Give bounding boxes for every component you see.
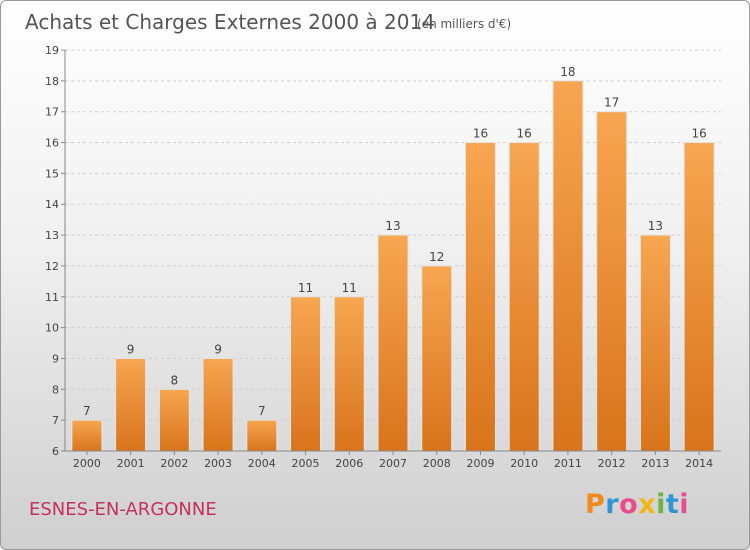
bar-2013	[639, 234, 671, 452]
value-label-2011: 18	[560, 65, 575, 79]
logo-letter: i	[679, 489, 690, 520]
logo-letter: i	[656, 489, 666, 520]
chart-subtitle: (en milliers d'€)	[417, 17, 511, 31]
y-tick-label: 18	[45, 75, 59, 88]
chart-title: Achats et Charges Externes 2000 à 2014	[25, 10, 435, 34]
x-tick-label-2011: 2011	[554, 457, 582, 470]
x-tick-label-2002: 2002	[160, 457, 188, 470]
x-tick-label-2001: 2001	[117, 457, 145, 470]
x-tick-label-2000: 2000	[73, 457, 101, 470]
value-label-2007: 13	[385, 219, 400, 233]
y-tick-label: 13	[45, 229, 59, 242]
bar-2000	[71, 419, 103, 452]
y-tick-label: 11	[45, 291, 59, 304]
x-tick-label-2008: 2008	[423, 457, 451, 470]
bar-2003	[202, 357, 234, 452]
y-tick-label: 9	[52, 352, 59, 365]
logo-letter: P	[585, 489, 606, 520]
logo-letter: o	[619, 489, 639, 520]
y-tick-label: 10	[45, 322, 59, 335]
value-label-2013: 13	[648, 219, 663, 233]
y-tick-label: 12	[45, 260, 59, 273]
y-tick-label: 16	[45, 137, 59, 150]
x-tick-label-2010: 2010	[510, 457, 538, 470]
x-tick-label-2014: 2014	[685, 457, 713, 470]
x-tick-label-2003: 2003	[204, 457, 232, 470]
value-label-2008: 12	[429, 250, 444, 264]
value-label-2012: 17	[604, 96, 619, 110]
y-tick-label: 19	[45, 44, 59, 57]
logo-letter: r	[605, 489, 620, 520]
value-label-2009: 16	[473, 127, 488, 141]
bar-2008	[421, 265, 453, 452]
x-tick-label-2013: 2013	[641, 457, 669, 470]
value-label-2006: 11	[342, 281, 357, 295]
value-label-2010: 16	[517, 127, 532, 141]
value-label-2003: 9	[214, 342, 222, 356]
logo-letter: t	[665, 489, 680, 520]
bar-2006	[333, 296, 365, 452]
y-tick-label: 6	[52, 445, 59, 458]
bar-2009	[464, 142, 496, 452]
x-tick-label-2004: 2004	[248, 457, 276, 470]
bar-2010	[508, 142, 540, 452]
bar-2012	[596, 111, 628, 452]
value-label-2004: 7	[258, 404, 266, 418]
value-label-2001: 9	[127, 342, 135, 356]
x-tick-label-2007: 2007	[379, 457, 407, 470]
x-tick-label-2006: 2006	[335, 457, 363, 470]
value-label-2014: 16	[691, 127, 706, 141]
x-tick-label-2012: 2012	[598, 457, 626, 470]
bar-2004	[246, 419, 278, 452]
value-label-2005: 11	[298, 281, 313, 295]
logo-letter: x	[638, 489, 657, 520]
bar-2007	[377, 234, 409, 452]
y-tick-label: 15	[45, 167, 59, 180]
bar-2005	[290, 296, 322, 452]
x-tick-label-2009: 2009	[466, 457, 494, 470]
y-tick-label: 8	[52, 383, 59, 396]
value-label-2002: 8	[171, 373, 179, 387]
y-tick-label: 14	[45, 198, 59, 211]
proxiti-logo: Proxiti	[585, 489, 689, 520]
bar-2014	[683, 142, 715, 452]
bar-2002	[158, 388, 190, 452]
y-tick-label: 17	[45, 106, 59, 119]
bar-2011	[552, 80, 584, 452]
x-tick-label-2005: 2005	[292, 457, 320, 470]
y-tick-label: 7	[52, 414, 59, 427]
bar-2001	[115, 357, 147, 452]
location-label: ESNES-EN-ARGONNE	[29, 499, 217, 520]
value-label-2000: 7	[83, 404, 91, 418]
